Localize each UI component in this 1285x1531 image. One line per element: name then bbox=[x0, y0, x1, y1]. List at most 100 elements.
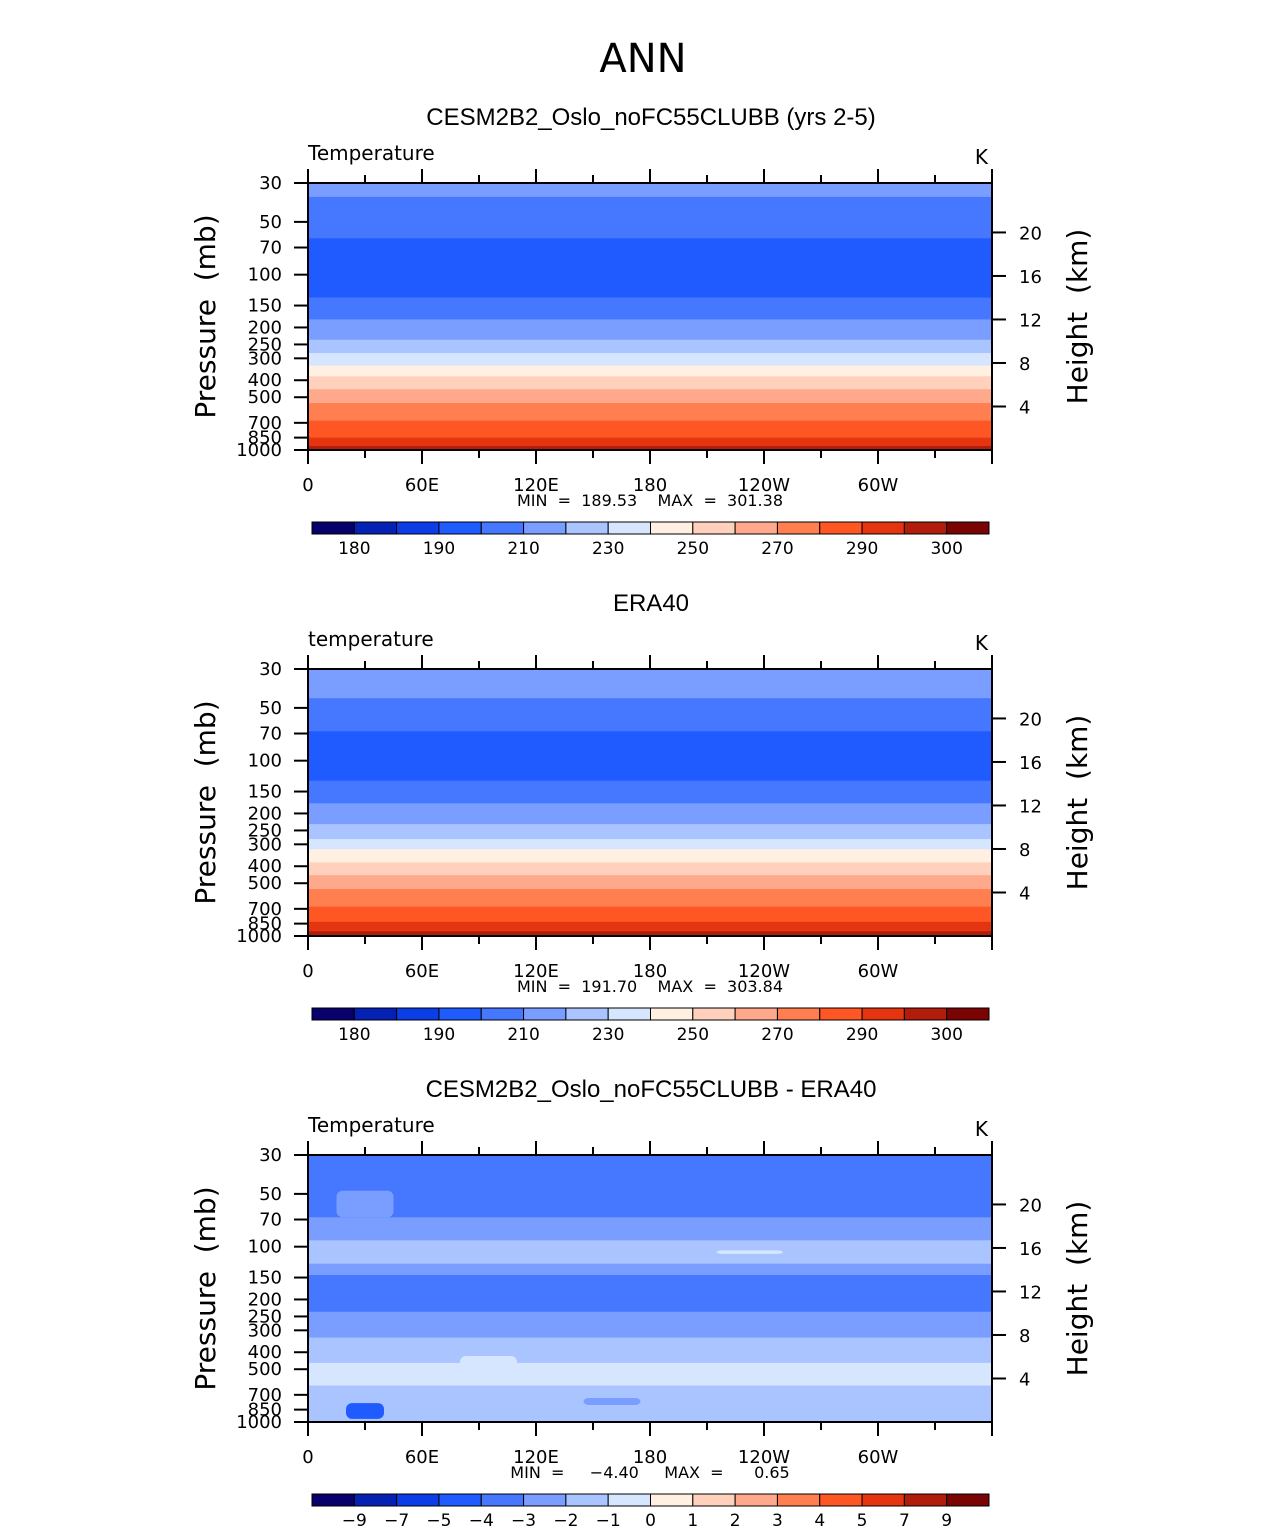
height-tick-label: 16 bbox=[1019, 753, 1042, 774]
contour-band-4 bbox=[308, 297, 992, 321]
x-tick-label: 120W bbox=[738, 1447, 790, 1468]
colorbar-swatch bbox=[819, 1007, 863, 1021]
y-tick-label: 150 bbox=[248, 296, 282, 317]
contour-feature-4 bbox=[460, 1355, 517, 1378]
y-tick-label: 850 bbox=[248, 914, 282, 935]
contour-band-9 bbox=[308, 376, 992, 390]
contour-band-13 bbox=[308, 437, 992, 447]
height-tick-label: 20 bbox=[1019, 1195, 1042, 1216]
contour-band-9 bbox=[308, 1385, 992, 1415]
y-tick-label: 1000 bbox=[236, 926, 282, 947]
colorbar-swatch bbox=[734, 1493, 778, 1507]
height-tick-label: 20 bbox=[1019, 223, 1042, 244]
colorbar-label: 290 bbox=[846, 539, 878, 559]
colorbar-swatch bbox=[523, 1493, 567, 1507]
colorbar-label: 270 bbox=[761, 539, 793, 559]
y-tick-label: 300 bbox=[248, 834, 282, 855]
y-tick-label: 100 bbox=[248, 265, 282, 286]
colorbar-swatch bbox=[903, 521, 948, 535]
contour-band-6 bbox=[308, 1311, 992, 1339]
contour-band-11 bbox=[308, 889, 992, 908]
colorbar-label: 210 bbox=[507, 1025, 539, 1045]
y-tick-label: 700 bbox=[248, 413, 282, 434]
colorbar-label: 250 bbox=[677, 1025, 709, 1045]
units-label: K bbox=[975, 631, 989, 655]
colorbar-swatch bbox=[819, 1493, 863, 1507]
contour-band-11 bbox=[308, 403, 992, 422]
y-tick-label: 150 bbox=[248, 1268, 282, 1289]
y-tick-label: 400 bbox=[248, 370, 282, 391]
colorbar-swatch bbox=[438, 1007, 482, 1021]
contour-band-4 bbox=[308, 1263, 992, 1276]
colorbar-label: −4 bbox=[469, 1511, 494, 1531]
units-label: K bbox=[975, 1117, 989, 1141]
y-tick-label: 50 bbox=[259, 698, 282, 719]
panel-title: ERA40 bbox=[613, 590, 689, 617]
x-tick-label: 60W bbox=[858, 475, 899, 496]
colorbar-swatch bbox=[650, 1493, 694, 1507]
colorbar-swatch bbox=[438, 1493, 482, 1507]
colorbar-swatch bbox=[396, 1493, 440, 1507]
y-tick-label: 300 bbox=[248, 1320, 282, 1341]
units-label: K bbox=[975, 145, 989, 169]
colorbar-swatch bbox=[819, 521, 863, 535]
y-tick-label: 200 bbox=[248, 317, 282, 338]
colorbar-swatch bbox=[353, 1007, 398, 1021]
colorbar-swatch bbox=[650, 1007, 694, 1021]
y-tick-label: 250 bbox=[248, 820, 282, 841]
contour-band-12 bbox=[308, 420, 992, 439]
y-tick-label: 30 bbox=[259, 659, 282, 680]
contour-band-14 bbox=[308, 931, 992, 937]
contour-band-9 bbox=[308, 862, 992, 876]
colorbar-swatch bbox=[311, 521, 355, 535]
contour-band-6 bbox=[308, 824, 992, 840]
colorbar-swatch bbox=[311, 1493, 355, 1507]
contour-band-1 bbox=[308, 669, 992, 699]
y-tick-label: 250 bbox=[248, 1306, 282, 1327]
colorbar-swatch bbox=[861, 1493, 905, 1507]
pressure-axis-label: Pressure (mb) bbox=[189, 1186, 222, 1390]
x-tick-label: 60W bbox=[858, 961, 899, 982]
colorbar-label: −7 bbox=[384, 1511, 409, 1531]
min-max-stats: MIN = −4.40 MAX = 0.65 bbox=[510, 1463, 789, 1482]
contour-bands bbox=[308, 1155, 992, 1423]
colorbar-label: 290 bbox=[846, 1025, 878, 1045]
colorbar-label: 1 bbox=[687, 1511, 698, 1531]
colorbar-label: 270 bbox=[761, 1025, 793, 1045]
colorbar-label: 3 bbox=[772, 1511, 783, 1531]
colorbar-label: 190 bbox=[423, 1025, 455, 1045]
panel-1: CESM2B2_Oslo_noFC55CLUBB (yrs 2-5) Temper… bbox=[189, 104, 1094, 559]
y-tick-label: 70 bbox=[259, 1210, 282, 1231]
panel-3: CESM2B2_Oslo_noFC55CLUBB - ERA40 Temperat… bbox=[189, 1076, 1094, 1531]
colorbar-label: 180 bbox=[338, 539, 370, 559]
contour-band-7 bbox=[308, 1337, 992, 1364]
x-tick-label: 0 bbox=[302, 1447, 313, 1468]
y-tick-label: 100 bbox=[248, 1237, 282, 1258]
colorbar-swatch bbox=[565, 1007, 609, 1021]
colorbar-swatch bbox=[523, 1007, 567, 1021]
contour-band-5 bbox=[308, 319, 992, 341]
pressure-axis-label: Pressure (mb) bbox=[189, 700, 222, 904]
height-tick-label: 16 bbox=[1019, 267, 1042, 288]
colorbar-swatch bbox=[946, 1007, 990, 1021]
y-tick-label: 1000 bbox=[236, 1412, 282, 1433]
height-tick-label: 8 bbox=[1019, 354, 1030, 375]
colorbar-label: 190 bbox=[423, 539, 455, 559]
y-tick-label: 400 bbox=[248, 1342, 282, 1363]
y-tick-label: 50 bbox=[259, 212, 282, 233]
contour-band-7 bbox=[308, 839, 992, 850]
colorbar-swatch bbox=[776, 521, 821, 535]
x-tick-label: 60E bbox=[405, 1447, 439, 1468]
colorbar-swatch bbox=[692, 1493, 736, 1507]
colorbar-swatch bbox=[480, 521, 525, 535]
colorbar-swatch bbox=[946, 1493, 990, 1507]
contour-band-3 bbox=[308, 731, 992, 782]
variable-label: temperature bbox=[308, 627, 434, 651]
x-tick-label: 60W bbox=[858, 1447, 899, 1468]
contour-band-2 bbox=[308, 698, 992, 732]
contour-band-2 bbox=[308, 196, 992, 239]
colorbar: −9 −7 −5 −4 −3 −2 −1 0 1 2 3 4 5 7 9 bbox=[311, 1493, 990, 1531]
height-tick-label: 16 bbox=[1019, 1239, 1042, 1260]
y-tick-label: 150 bbox=[248, 782, 282, 803]
